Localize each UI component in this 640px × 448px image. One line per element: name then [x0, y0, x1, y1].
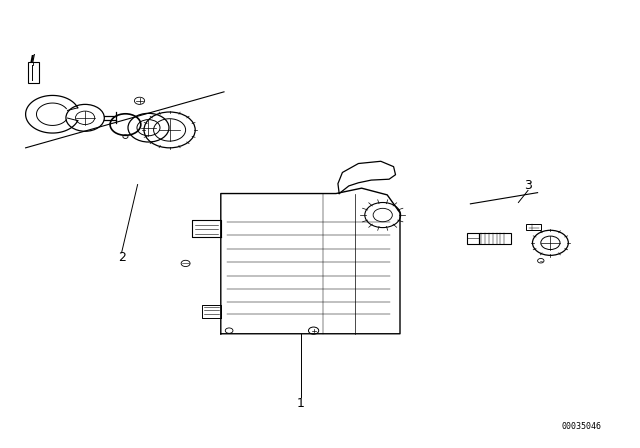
Bar: [479, 233, 511, 244]
Text: 3: 3: [524, 179, 532, 193]
Text: I: I: [30, 56, 34, 65]
Bar: [28, 62, 39, 83]
Text: 00035046: 00035046: [562, 422, 602, 431]
Bar: [467, 233, 479, 244]
Bar: [526, 224, 541, 230]
Text: 1: 1: [297, 396, 305, 410]
Text: 2: 2: [118, 251, 125, 264]
Text: I: I: [31, 54, 35, 64]
